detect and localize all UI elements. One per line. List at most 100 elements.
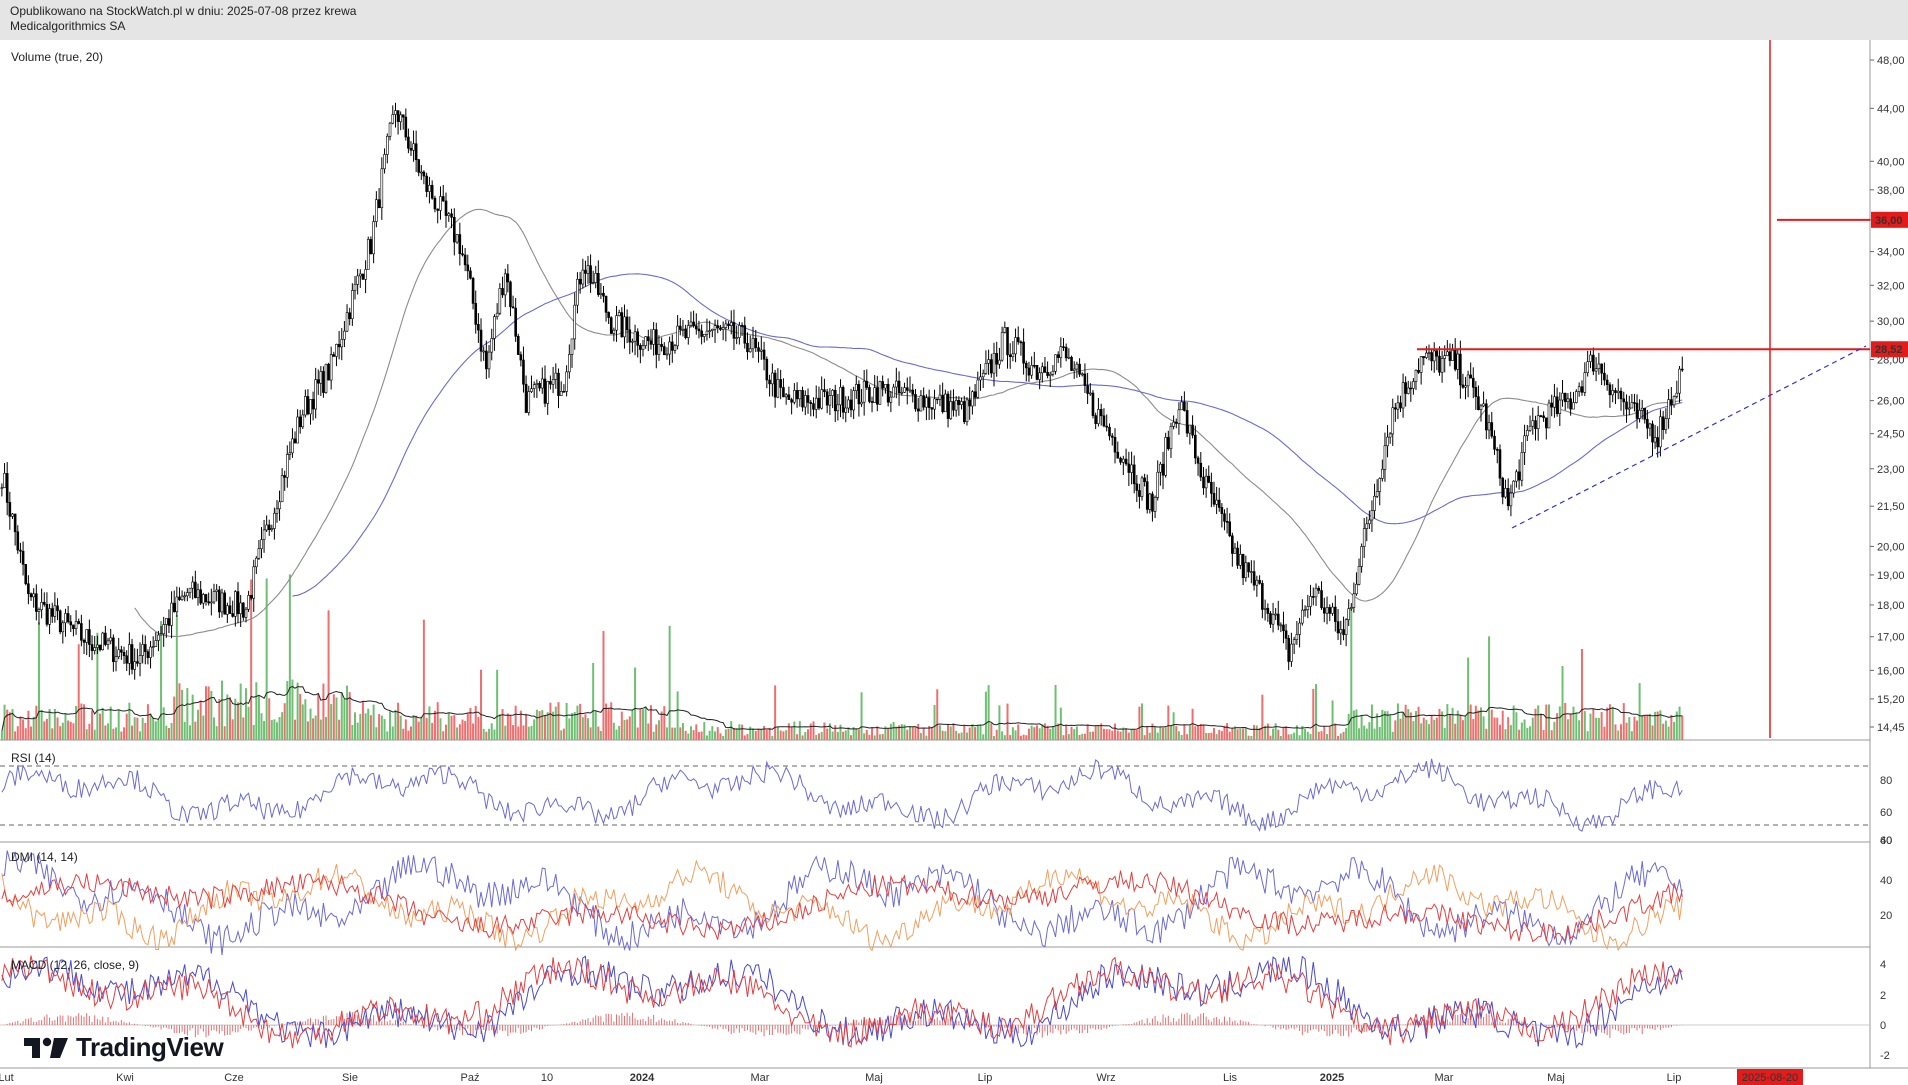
volume-bar	[554, 706, 557, 740]
volume-bar	[746, 734, 749, 740]
trend-lines[interactable]	[1417, 40, 1870, 738]
candle-body	[1220, 507, 1224, 515]
candle-body	[662, 346, 666, 356]
volume-bar	[1600, 712, 1603, 740]
candle-body	[847, 399, 850, 409]
candle-body	[146, 651, 150, 658]
macd-indicator-label[interactable]: MACD (12, 26, close, 9)	[11, 958, 140, 972]
candle-body	[831, 389, 834, 396]
volume-bar	[933, 704, 936, 740]
dmi-indicator-label[interactable]: DMI (14, 14)	[11, 850, 78, 864]
volume-bar	[1186, 734, 1189, 740]
candle-body	[453, 217, 456, 243]
candle-body	[930, 407, 934, 410]
volume-bar	[493, 729, 496, 740]
candle-body	[345, 312, 349, 332]
volume-bar	[378, 714, 381, 740]
volume-bar	[77, 644, 80, 740]
candle-body	[1545, 417, 1548, 429]
candle-body	[1043, 366, 1047, 373]
volume-bar	[1636, 720, 1639, 740]
volume-bar	[1622, 703, 1625, 740]
volume-bar	[716, 727, 719, 740]
price-axis[interactable]: 48,00 44,00 40,00 38,00 36,00 34,00 32,00 30,00…	[1870, 55, 1908, 1062]
volume-bar	[1070, 726, 1073, 740]
volume-bar	[136, 717, 139, 740]
candle-body	[700, 330, 703, 337]
volume-bar	[898, 725, 901, 740]
candle-body	[1233, 547, 1237, 554]
volume-bar	[383, 719, 386, 740]
candle-body	[1646, 419, 1649, 429]
candle-body	[114, 656, 118, 663]
candle-body	[1086, 385, 1089, 394]
volume-bar	[397, 702, 400, 740]
volume-bar	[1298, 735, 1301, 740]
time-tick-label: 2024	[630, 1072, 655, 1084]
volume-bar	[1175, 726, 1178, 740]
volume-bar	[1433, 719, 1436, 740]
candle-body	[1122, 458, 1125, 463]
volume-bar	[1231, 728, 1234, 740]
candle-body	[623, 316, 626, 338]
candle-body	[35, 593, 38, 612]
candle-body	[186, 592, 189, 597]
candle-body	[236, 591, 240, 615]
volume-bar	[930, 726, 933, 740]
volume-bar	[1089, 731, 1092, 740]
time-axis[interactable]: Lut Kwi Cze Sie Paź 10 2024 Mar Maj Lip Wrz Lis 2025…	[0, 1069, 1803, 1085]
volume-bar	[1589, 713, 1592, 740]
candle-body	[1030, 364, 1033, 376]
volume-bar	[1197, 725, 1200, 740]
candle-body	[343, 330, 346, 340]
volume-bar	[1301, 725, 1304, 740]
price-tick-label: 15,20	[1877, 694, 1905, 706]
volume-indicator-label[interactable]: Volume (true, 20)	[11, 50, 104, 64]
candle-body	[576, 278, 579, 306]
candle-body	[1019, 341, 1023, 344]
volume-bar	[1233, 726, 1236, 740]
candle-body	[1414, 370, 1418, 382]
candle-body	[1130, 464, 1133, 473]
candle-body	[676, 325, 679, 347]
volume-bar	[1326, 734, 1329, 740]
candle-body	[1616, 390, 1620, 394]
volume-bar	[275, 722, 278, 740]
volume-bar	[1651, 725, 1654, 740]
candle-body	[1651, 423, 1654, 443]
volume-bar	[1285, 726, 1288, 740]
candle-body	[420, 171, 423, 174]
volume-bar	[1425, 719, 1428, 740]
candle-body	[768, 379, 771, 385]
volume-bar	[947, 723, 950, 740]
volume-bar	[210, 690, 213, 740]
volume-bar	[1250, 735, 1253, 740]
candle-body	[1159, 463, 1162, 473]
volume-bar	[779, 730, 782, 740]
candle-body	[1006, 327, 1009, 356]
volume-bar	[1100, 723, 1103, 740]
candle-body	[191, 581, 194, 589]
candle-body	[1520, 452, 1524, 481]
tradingview-logo[interactable]: TradingView	[24, 1032, 224, 1063]
candle-body	[647, 336, 650, 342]
volume-bar	[162, 707, 165, 740]
candle-body	[267, 524, 271, 530]
candle-body	[1506, 488, 1510, 507]
candle-body	[1638, 409, 1641, 419]
candle-body	[599, 292, 603, 295]
candle-body	[1167, 437, 1170, 450]
price-tick-label: 16,00	[1877, 665, 1905, 677]
candle-body	[1678, 368, 1681, 394]
volume-bar	[422, 619, 425, 740]
volume-bar	[1370, 704, 1373, 740]
volume-bar	[1648, 713, 1651, 740]
candle-body	[1284, 630, 1288, 639]
candle-body	[1498, 449, 1502, 479]
candle-body	[828, 395, 832, 406]
volume-bar	[652, 731, 655, 740]
rsi-indicator-label[interactable]: RSI (14)	[11, 751, 56, 765]
volume-bar	[1477, 710, 1480, 740]
candle-body	[625, 316, 629, 331]
